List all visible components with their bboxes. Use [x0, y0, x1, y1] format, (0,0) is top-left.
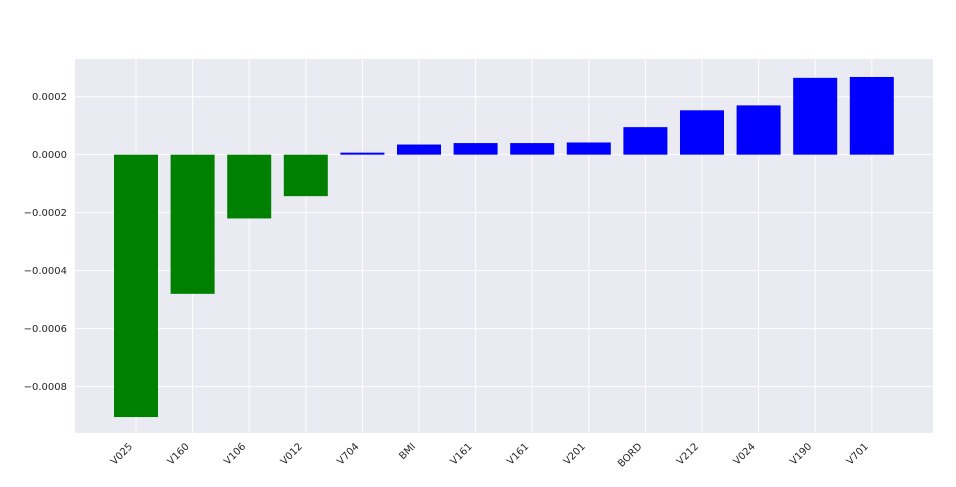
bar-v160	[170, 154, 215, 294]
bar-v190	[793, 77, 838, 155]
y-tick-label: −0.0002	[24, 208, 67, 219]
bar-bord	[623, 127, 668, 155]
bar-bmi	[397, 144, 441, 155]
bar-v161	[453, 143, 498, 155]
bar-v201	[566, 142, 611, 155]
y-tick-label: 0.0000	[32, 150, 67, 161]
grid-lines	[75, 59, 933, 433]
x-tick-label: V106	[222, 441, 248, 467]
bar-v025	[114, 154, 158, 418]
bar-v701	[849, 76, 894, 155]
y-tick-label: 0.0002	[32, 92, 67, 103]
x-tick-label: V190	[788, 441, 814, 467]
x-tick-label: V024	[732, 441, 758, 467]
x-tick-label: BORD	[616, 441, 645, 470]
bar-v161	[510, 143, 555, 155]
x-tick-label: V701	[845, 441, 871, 467]
y-axis-ticks: 0.0002 0.0000 −0.0002 −0.0004 −0.0006 −0.0008	[24, 92, 67, 393]
y-tick-label: −0.0004	[24, 266, 67, 277]
x-tick-label: V201	[562, 441, 588, 467]
x-tick-label: V212	[675, 441, 701, 467]
plot-area	[75, 59, 933, 433]
x-tick-label: V012	[279, 441, 305, 467]
x-tick-label: V025	[109, 441, 135, 467]
bar-v024	[736, 105, 781, 155]
bar-v012	[283, 154, 328, 197]
y-tick-label: −0.0008	[24, 382, 67, 393]
x-tick-label: V161	[505, 441, 531, 467]
bar-v704	[340, 152, 385, 155]
x-tick-label: V160	[166, 441, 192, 467]
bars	[114, 76, 894, 418]
bar-v212	[680, 110, 724, 155]
x-tick-label: V161	[449, 441, 475, 467]
x-axis-ticks: V025 V160 V106 V012 V704 BMI V161 V161 V201 BORD V…	[109, 441, 871, 470]
bar-v106	[227, 154, 272, 219]
y-tick-label: −0.0006	[24, 324, 67, 335]
x-tick-label: BMI	[397, 441, 418, 462]
x-tick-label: V704	[335, 441, 361, 467]
